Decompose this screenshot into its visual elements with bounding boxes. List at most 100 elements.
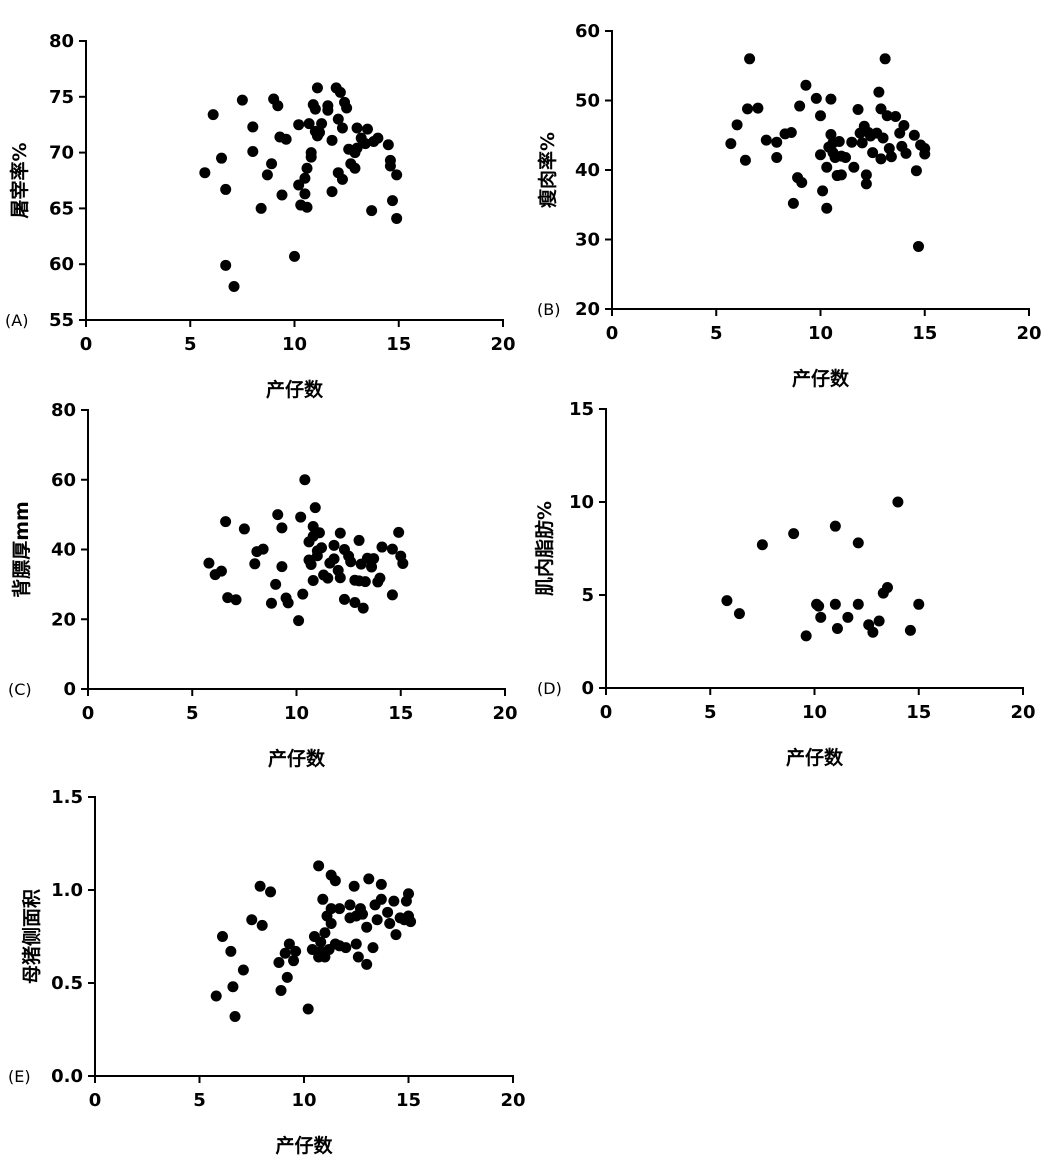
y-tick-label: 60 (49, 254, 74, 275)
data-point (397, 557, 409, 569)
data-point (272, 100, 284, 112)
y-tick-label: 40 (51, 540, 76, 561)
data-point (366, 561, 378, 573)
data-point (272, 509, 284, 521)
data-point (281, 971, 293, 983)
data-point (236, 94, 248, 106)
data-point (299, 172, 311, 184)
data-point (900, 147, 912, 159)
data-point (810, 92, 822, 104)
data-point (328, 539, 340, 551)
data-point (203, 557, 215, 569)
x-axis-title: 产仔数 (268, 747, 326, 770)
x-tick-label: 5 (710, 323, 723, 344)
data-point (376, 541, 388, 553)
data-point (890, 110, 902, 122)
y-tick-label: 1.5 (51, 787, 83, 808)
data-point (386, 543, 398, 555)
data-point (309, 502, 321, 514)
x-tick-label: 10 (282, 334, 307, 355)
data-point (852, 598, 864, 610)
data-point (297, 588, 309, 600)
data-point (375, 878, 387, 890)
y-tick-label: 70 (49, 143, 74, 164)
data-point (344, 899, 356, 911)
data-point (885, 151, 897, 163)
x-tick-label: 15 (912, 323, 937, 344)
data-point (199, 167, 211, 179)
x-tick-label: 20 (1016, 323, 1041, 344)
data-point (220, 183, 232, 195)
panel-label: (D) (537, 679, 562, 698)
data-point (787, 197, 799, 209)
data-point (247, 145, 259, 157)
data-point (254, 880, 266, 892)
data-point (821, 161, 833, 173)
data-point (256, 919, 268, 931)
data-point (742, 103, 754, 115)
data-point (840, 151, 852, 163)
data-point (326, 134, 338, 146)
y-tick-label: 50 (575, 91, 600, 112)
data-point (295, 511, 307, 523)
x-tick-label: 10 (284, 703, 309, 724)
data-point (388, 895, 400, 907)
data-point (879, 53, 891, 65)
y-tick-label: 20 (575, 299, 600, 320)
y-tick-label: 80 (49, 31, 74, 52)
x-tick-label: 15 (396, 1090, 421, 1111)
panel-label: (B) (537, 300, 560, 319)
data-point (391, 212, 403, 224)
data-point (334, 572, 346, 584)
data-point (815, 611, 827, 623)
panel-b: 0 5 10 15 20 20 30 40 50 60 产仔数 瘦肉率% (B) (536, 21, 1042, 390)
data-point (290, 945, 302, 957)
x-tick-label: 15 (386, 334, 411, 355)
data-point (265, 597, 277, 609)
data-point (860, 169, 872, 181)
data-point (316, 118, 328, 130)
data-point (299, 474, 311, 486)
x-tick-label: 10 (291, 1090, 316, 1111)
data-point (361, 921, 373, 933)
data-point (303, 118, 315, 130)
y-axis-title: 母猪侧面积 (21, 889, 43, 984)
data-point (848, 161, 860, 173)
data-point (813, 600, 825, 612)
x-tick-label: 0 (89, 1090, 102, 1111)
data-point (860, 178, 872, 190)
y-tick-label: 0.0 (51, 1066, 83, 1087)
x-axis-title: 产仔数 (275, 1134, 333, 1157)
y-tick-label: 75 (49, 87, 74, 108)
x-tick-label: 0 (80, 334, 93, 355)
data-point (332, 113, 344, 125)
x-tick-label: 5 (704, 702, 717, 723)
data-point (313, 860, 325, 872)
data-point (833, 136, 845, 148)
data-point (275, 984, 287, 996)
x-tick-label: 15 (388, 703, 413, 724)
data-point (829, 520, 841, 532)
y-tick-label: 55 (49, 310, 74, 331)
data-point (348, 880, 360, 892)
data-point (908, 129, 920, 141)
y-axis-title: 背膘厚mm (10, 501, 33, 598)
data-point (316, 542, 328, 554)
panel-label: (E) (8, 1067, 31, 1086)
data-point (788, 528, 800, 540)
x-tick-label: 20 (500, 1090, 525, 1111)
data-point (341, 102, 353, 114)
x-tick-label: 5 (184, 334, 197, 355)
data-point (391, 169, 403, 181)
data-point (752, 102, 764, 114)
data-point (375, 893, 387, 905)
data-point (910, 165, 922, 177)
data-point (255, 202, 267, 214)
data-point (220, 259, 232, 271)
data-point (815, 110, 826, 122)
data-point (257, 543, 269, 555)
data-point (276, 522, 288, 534)
data-point (270, 578, 282, 590)
y-tick-label: 65 (49, 198, 74, 219)
data-point (881, 110, 893, 122)
